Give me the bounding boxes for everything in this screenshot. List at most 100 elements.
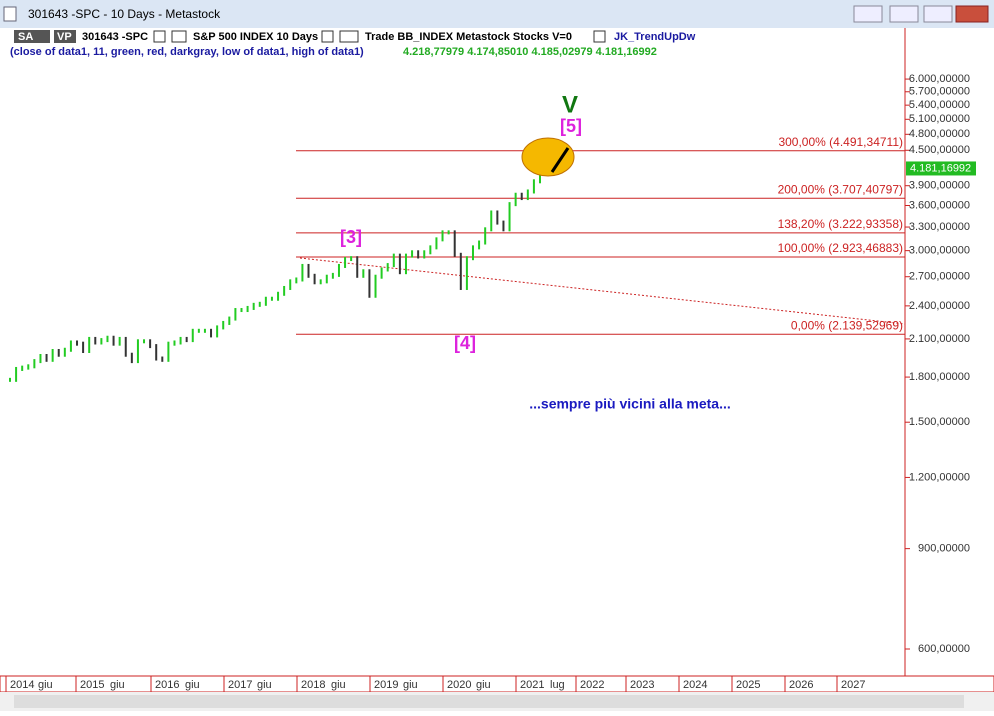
price-bar xyxy=(76,340,79,346)
price-bar xyxy=(88,336,91,353)
y-tick-label: 5.400,00000 xyxy=(909,99,970,111)
x-tick-label: 2014 xyxy=(10,679,34,691)
x-tick-label: 2018 xyxy=(301,679,325,691)
x-tick-label: 2017 xyxy=(228,679,252,691)
y-tick-label: 2.100,00000 xyxy=(909,333,970,345)
price-bar xyxy=(161,356,164,362)
x-tick-label: giu xyxy=(257,679,272,691)
indicator-close[interactable] xyxy=(593,30,606,43)
price-bar xyxy=(149,339,152,349)
annotation: V xyxy=(562,91,578,118)
y-tick-label: 3.900,00000 xyxy=(909,180,970,192)
annotation: ...sempre più vicini alla meta... xyxy=(529,396,731,412)
price-bar xyxy=(57,348,60,357)
target-ellipse xyxy=(521,137,575,177)
price-bar xyxy=(313,273,316,285)
fib-label: 100,00% (2.923,46883) xyxy=(778,241,903,255)
price-bar xyxy=(246,305,249,313)
y-tick-label: 4.500,00000 xyxy=(909,144,970,156)
price-bar xyxy=(167,341,170,362)
vp-button[interactable] xyxy=(54,30,76,43)
price-bar xyxy=(100,338,103,345)
x-tick-label: giu xyxy=(331,679,346,691)
close-button[interactable] xyxy=(955,5,989,23)
last-value-label: 4.181,16992 xyxy=(910,162,971,174)
app-icon xyxy=(3,6,17,22)
price-bar xyxy=(130,352,133,364)
price-bar xyxy=(532,179,535,194)
fib-label: 200,00% (3.707,40797) xyxy=(778,182,903,196)
price-bar xyxy=(526,189,529,201)
fib-label: 300,00% (4.491,34711) xyxy=(778,135,903,149)
sa-button[interactable] xyxy=(14,30,50,43)
annotation: [5] xyxy=(560,116,582,136)
price-bar xyxy=(496,210,499,225)
price-bar xyxy=(502,220,505,232)
y-tick-label: 1.500,00000 xyxy=(909,416,970,428)
y-tick-label: 900,00000 xyxy=(918,543,970,555)
y-tick-label: 4.800,00000 xyxy=(909,128,970,140)
price-bar xyxy=(112,335,115,346)
price-bar xyxy=(277,291,280,301)
price-bar xyxy=(356,256,359,278)
price-bar xyxy=(398,253,401,275)
price-bar xyxy=(21,365,24,371)
price-bar xyxy=(106,335,109,343)
title-bar xyxy=(0,0,994,28)
price-bar xyxy=(289,279,292,290)
price-bar xyxy=(27,364,30,370)
price-bar xyxy=(234,308,237,321)
price-bar xyxy=(490,210,493,232)
dropdown[interactable] xyxy=(171,30,187,43)
price-bar xyxy=(270,296,273,301)
price-bar xyxy=(344,257,347,268)
price-bar xyxy=(453,230,456,257)
price-bar xyxy=(94,336,97,345)
restore-button[interactable] xyxy=(853,5,883,23)
price-bar xyxy=(435,237,438,250)
x-tick-label: 2026 xyxy=(789,679,813,691)
dropdown[interactable] xyxy=(153,30,166,43)
price-bar xyxy=(82,341,85,353)
price-bar xyxy=(392,253,395,268)
last-value-box xyxy=(906,161,976,176)
price-bar xyxy=(252,302,255,310)
price-bar xyxy=(417,250,420,259)
price-bar xyxy=(380,267,383,279)
dropdown[interactable] xyxy=(321,30,334,43)
y-tick-label: 5.700,00000 xyxy=(909,86,970,98)
x-tick-label: giu xyxy=(38,679,53,691)
x-tick-label: giu xyxy=(185,679,200,691)
price-bar xyxy=(9,377,11,382)
price-bar xyxy=(45,353,48,362)
fib-label: 138,20% (3.222,93358) xyxy=(778,217,903,231)
y-tick-label: 1.800,00000 xyxy=(909,371,970,383)
annotation: [4] xyxy=(454,333,476,353)
maximize-button[interactable] xyxy=(923,5,953,23)
y-tick-label: 3.300,00000 xyxy=(909,221,970,233)
x-tick-label: 2027 xyxy=(841,679,865,691)
price-bar xyxy=(136,339,139,364)
price-bar xyxy=(404,253,407,275)
dropdown[interactable] xyxy=(339,30,359,43)
x-tick-label: 2024 xyxy=(683,679,707,691)
y-tick-label: 2.700,00000 xyxy=(909,271,970,283)
price-bar xyxy=(441,230,444,242)
y-tick-label: 3.000,00000 xyxy=(909,245,970,257)
y-tick-label: 3.600,00000 xyxy=(909,199,970,211)
price-bar xyxy=(307,263,310,278)
x-tick-label: 2020 xyxy=(447,679,471,691)
price-bar xyxy=(447,230,450,235)
price-bar xyxy=(508,202,511,232)
price-bar xyxy=(465,256,468,290)
price-bar xyxy=(228,316,231,325)
price-bar xyxy=(203,328,206,333)
scroll-thumb[interactable] xyxy=(14,695,964,708)
x-tick-label: 2023 xyxy=(630,679,654,691)
price-bar xyxy=(459,252,462,290)
indicator-readout: 4.218,77979 4.174,85010 4.185,02979 4.18… xyxy=(403,46,657,58)
minimize-button[interactable] xyxy=(889,5,919,23)
price-bar xyxy=(374,274,377,298)
